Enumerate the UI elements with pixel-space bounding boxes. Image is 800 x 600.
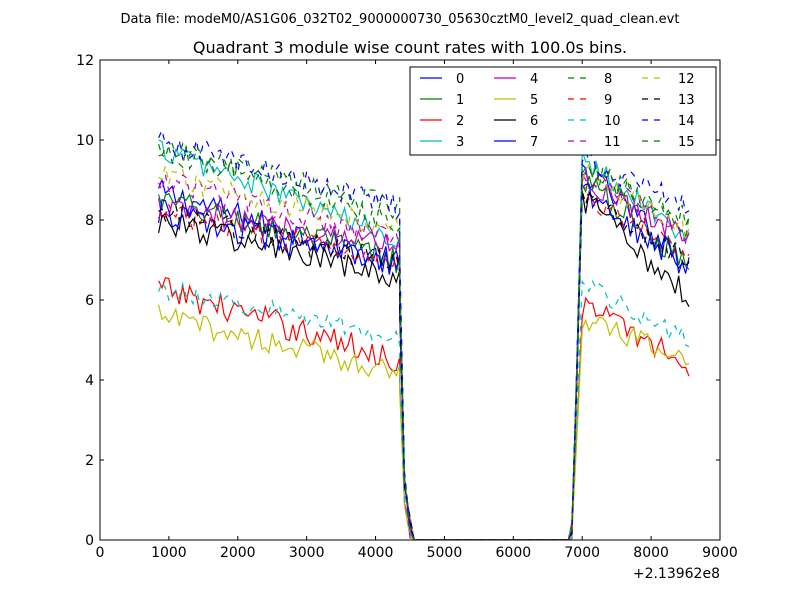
series-layer xyxy=(158,128,690,540)
x-tick-label: 8000 xyxy=(633,545,669,561)
y-tick-label: 4 xyxy=(85,373,94,389)
series-line-5 xyxy=(158,304,690,540)
series-line-12 xyxy=(158,162,690,540)
x-tick-label: 3000 xyxy=(289,545,325,561)
series-line-6 xyxy=(158,190,690,540)
axis-ticks: 0 1000 2000 3000 4000 5000 6000 7000 8000 9000 0 2 4… xyxy=(76,53,738,561)
series-line-11 xyxy=(158,171,690,540)
y-tick-label: 10 xyxy=(76,133,94,149)
y-tick-label: 8 xyxy=(85,213,94,229)
legend-label-0: 0 xyxy=(456,72,464,87)
x-axis-offset-label: +2.13962e8 xyxy=(633,566,720,582)
legend-label-7: 7 xyxy=(530,135,538,150)
series-line-15 xyxy=(158,144,690,540)
series-line-4 xyxy=(158,168,690,540)
x-tick-label: 6000 xyxy=(496,545,532,561)
legend-label-3: 3 xyxy=(456,135,464,150)
plot-area-frame xyxy=(99,59,721,541)
series-line-10 xyxy=(158,279,690,540)
legend-label-1: 1 xyxy=(456,93,464,108)
x-tick-label: 4000 xyxy=(358,545,394,561)
y-tick-label: 6 xyxy=(85,293,94,309)
legend-label-14: 14 xyxy=(678,114,695,129)
series-line-14 xyxy=(158,128,690,540)
legend-label-5: 5 xyxy=(530,93,538,108)
series-line-9 xyxy=(158,184,690,540)
x-tick-label: 1000 xyxy=(151,545,187,561)
legend-label-6: 6 xyxy=(530,114,538,129)
legend-label-9: 9 xyxy=(604,93,612,108)
legend-label-12: 12 xyxy=(678,72,695,87)
y-tick-label: 2 xyxy=(85,453,94,469)
x-tick-label: 0 xyxy=(96,545,105,561)
x-tick-label: 9000 xyxy=(702,545,738,561)
legend-label-4: 4 xyxy=(530,72,538,87)
legend-label-11: 11 xyxy=(604,135,621,150)
legend-label-15: 15 xyxy=(678,135,695,150)
series-line-7 xyxy=(158,183,690,540)
y-tick-label: 0 xyxy=(85,533,94,549)
x-tick-label: 5000 xyxy=(427,545,463,561)
series-line-13 xyxy=(158,190,690,540)
x-tick-label: 7000 xyxy=(564,545,600,561)
series-line-1 xyxy=(158,175,690,540)
x-tick-label: 2000 xyxy=(220,545,256,561)
legend-label-2: 2 xyxy=(456,114,464,129)
legend-label-13: 13 xyxy=(678,93,695,108)
series-line-8 xyxy=(158,141,690,540)
legend-box xyxy=(409,66,717,156)
chart-suptitle: Data file: modeM0/AS1G06_032T02_90000007… xyxy=(121,12,680,27)
chart-title: Quadrant 3 module wise count rates with … xyxy=(193,38,627,57)
legend-label-10: 10 xyxy=(604,114,621,129)
y-tick-label: 12 xyxy=(76,53,94,69)
series-line-2 xyxy=(158,277,690,540)
legend-label-8: 8 xyxy=(604,72,612,87)
